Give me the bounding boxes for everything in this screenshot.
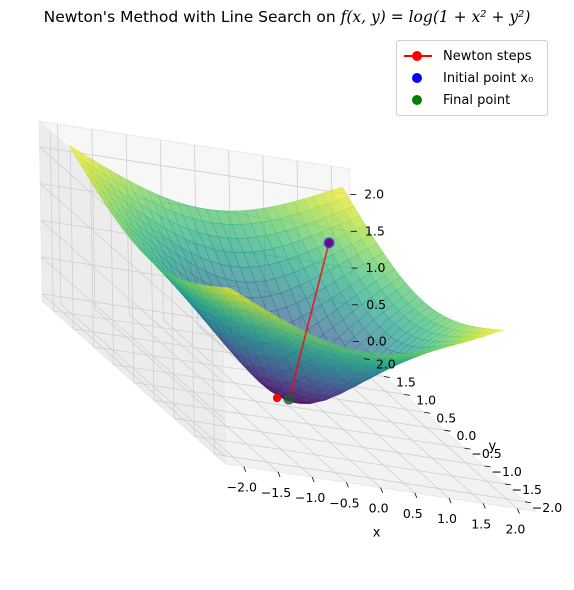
legend: Newton steps Initial point x₀ Final poin… bbox=[396, 40, 548, 116]
x-axis-label: x bbox=[373, 526, 381, 541]
legend-label-initial-point: Initial point x₀ bbox=[443, 70, 534, 86]
y-tick-label: 1.0 bbox=[416, 392, 436, 407]
y-tick-mark bbox=[484, 465, 491, 468]
y-tick-label: 0.0 bbox=[456, 428, 476, 443]
y-tick-mark bbox=[404, 393, 411, 396]
y-tick-mark bbox=[444, 429, 451, 432]
x-tick-label: 1.0 bbox=[437, 511, 457, 526]
surface-facet bbox=[488, 329, 504, 334]
x-tick-mark bbox=[448, 497, 452, 504]
chart-title-text: Newton's Method with Line Search on bbox=[43, 8, 341, 26]
legend-item-newton-steps: Newton steps bbox=[397, 46, 532, 66]
surface-mesh bbox=[68, 144, 504, 404]
x-tick-mark bbox=[243, 466, 247, 472]
y-tick-mark bbox=[524, 501, 532, 504]
grid-line-left-y bbox=[49, 130, 54, 311]
z-tick-label: 1.5 bbox=[365, 223, 385, 238]
z-tick-label: 0.0 bbox=[367, 334, 387, 349]
grid-line-left-z bbox=[41, 256, 225, 420]
x-tick-mark bbox=[346, 482, 349, 488]
legend-item-final-point: Final point bbox=[397, 90, 510, 110]
x-tick-mark bbox=[277, 471, 281, 478]
x-tick-mark bbox=[380, 487, 383, 493]
grid-line-back-z bbox=[39, 146, 351, 195]
final-point-shade bbox=[283, 393, 295, 405]
grid-line-left-z bbox=[40, 183, 224, 347]
y-tick-label: −1.0 bbox=[492, 464, 522, 479]
x-tick-label: −1.5 bbox=[261, 485, 291, 500]
x-tick-label: −1.0 bbox=[295, 490, 325, 505]
y-tick-label: 0.5 bbox=[436, 410, 456, 425]
newton-step-marker bbox=[273, 394, 281, 402]
grid-line-left-z bbox=[41, 293, 226, 457]
x-tick-label: 1.5 bbox=[471, 516, 491, 531]
x-tick-mark bbox=[311, 476, 315, 483]
y-tick-label: −2.0 bbox=[532, 500, 562, 515]
initial-point-marker bbox=[323, 237, 335, 249]
grid-line-floor-y bbox=[133, 382, 445, 431]
x-tick-mark bbox=[517, 508, 520, 514]
legend-label-newton-steps: Newton steps bbox=[443, 48, 532, 64]
y-tick-mark bbox=[504, 483, 511, 486]
x-tick-label: 0.0 bbox=[369, 501, 389, 516]
y-tick-label: 1.5 bbox=[396, 374, 416, 389]
legend-label-final-point: Final point bbox=[443, 92, 511, 108]
y-tick-mark bbox=[424, 411, 431, 414]
x-tick-label: 0.5 bbox=[403, 506, 423, 521]
x-tick-mark bbox=[414, 492, 418, 499]
y-tick-label: 2.0 bbox=[376, 357, 396, 372]
grid-line-left-z bbox=[40, 220, 225, 384]
y-tick-mark bbox=[464, 447, 471, 450]
y-tick-label: −1.5 bbox=[512, 482, 542, 497]
axis-ticks: −2.0 −1.5 −1.0 −0.5 0.0 0.5 1.0 1.5 2.0−2.0−1.5−… bbox=[227, 187, 563, 537]
x-tick-label: 2.0 bbox=[505, 522, 525, 537]
y-tick-label: −0.5 bbox=[471, 446, 501, 461]
z-tick-label: 2.0 bbox=[364, 187, 384, 202]
grid-line-back-x bbox=[91, 129, 96, 310]
y-axis-label: y bbox=[489, 439, 497, 454]
x-tick-label: −2.0 bbox=[227, 480, 257, 495]
y-tick-mark bbox=[363, 358, 370, 360]
chart-title-math: f(x, y) = log(1 + x² + y²) bbox=[340, 8, 531, 26]
x-tick-mark bbox=[482, 503, 486, 509]
legend-item-initial-point: Initial point x₀ bbox=[397, 68, 533, 88]
z-tick-label: 1.0 bbox=[366, 260, 386, 275]
scatter-points bbox=[283, 237, 335, 405]
y-tick-mark bbox=[383, 376, 391, 378]
z-tick-label: 0.5 bbox=[366, 297, 386, 312]
x-tick-label: −0.5 bbox=[329, 495, 359, 510]
newton-steps-line bbox=[288, 242, 330, 400]
chart-title: Newton's Method with Line Search on f(x,… bbox=[0, 8, 574, 26]
